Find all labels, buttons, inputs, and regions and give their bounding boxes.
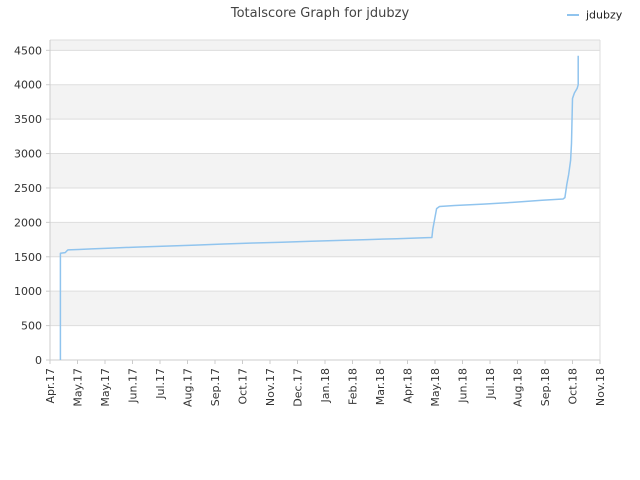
y-tick-label: 4000 [14, 79, 42, 92]
x-axis: Apr.17 May.17 May.17 Jun.17 Jul.17 Aug.17 Sep.… [44, 359, 607, 407]
legend-label: jdubzy [585, 9, 623, 22]
x-tick-label: Nov.17 [264, 368, 277, 406]
series-lines [59, 55, 579, 360]
chart-title: Totalscore Graph for jdubzy [230, 6, 410, 21]
x-tick-label: Apr.18 [402, 368, 415, 404]
y-tick-label: 3000 [14, 148, 42, 161]
grid-band [50, 40, 600, 51]
x-tick-label: Jun.18 [457, 368, 470, 404]
grid-band [50, 153, 600, 188]
y-tick-label: 2000 [14, 216, 42, 229]
x-tick-label: Nov.18 [594, 368, 607, 406]
y-tick-label: 1000 [14, 285, 42, 298]
x-tick-label: Jul.17 [154, 368, 167, 400]
x-tick-label: May.17 [72, 368, 85, 407]
series-line [59, 55, 579, 360]
y-tick-label: 1500 [14, 251, 42, 264]
x-tick-label: Jan.18 [319, 368, 332, 403]
x-tick-label: Jul.18 [484, 368, 497, 400]
x-tick-label: May.17 [99, 368, 112, 407]
y-tick-label: 2500 [14, 182, 42, 195]
legend: jdubzy [567, 9, 623, 22]
x-tick-label: Oct.17 [237, 368, 250, 405]
grid-band [50, 84, 600, 120]
x-tick-label: May.18 [429, 368, 442, 407]
x-tick-label: Aug.17 [182, 368, 195, 407]
x-tick-label: Oct.18 [567, 368, 580, 405]
x-tick-label: Apr.17 [44, 368, 57, 404]
x-tick-label: Sep.17 [209, 368, 222, 406]
x-tick-label: Sep.18 [539, 368, 552, 406]
plot-background [50, 40, 600, 360]
x-tick-label: Feb.18 [347, 368, 360, 405]
y-tick-label: 0 [35, 354, 42, 367]
y-tick-label: 500 [21, 320, 42, 333]
x-tick-label: Aug.18 [512, 368, 525, 407]
x-tick-label: Dec.17 [292, 368, 305, 407]
y-tick-label: 4500 [14, 44, 42, 57]
grid-band [50, 222, 600, 257]
y-axis: 0 500 1000 1500 2000 2500 3000 3500 4000 4500 [14, 40, 51, 367]
y-tick-label: 3500 [14, 113, 42, 126]
grid-band [50, 291, 600, 326]
x-tick-label: Jun.17 [127, 368, 140, 404]
x-tick-label: Mar.18 [374, 368, 387, 405]
